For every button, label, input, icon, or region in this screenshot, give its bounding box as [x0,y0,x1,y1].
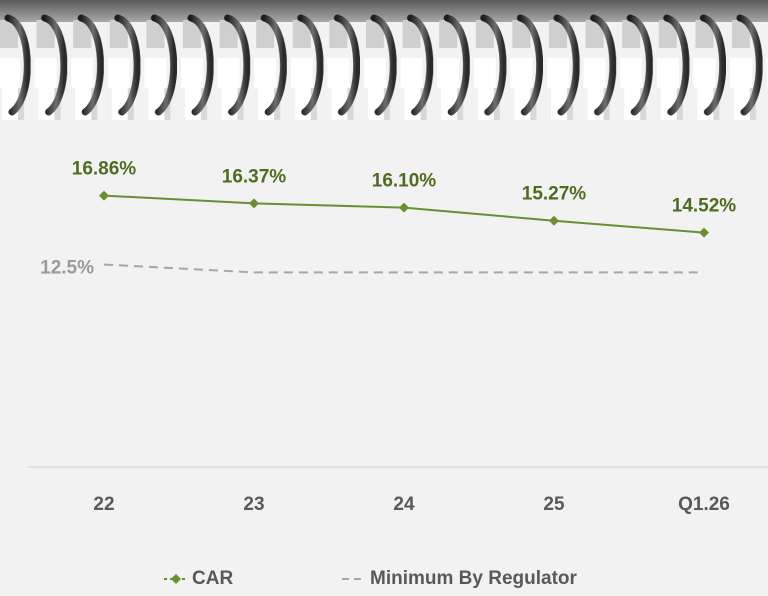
data-point [549,215,559,226]
data-label: 16.10% [372,171,437,192]
x-tick-label: 24 [393,494,415,515]
data-point [249,198,259,209]
legend-marker [171,574,181,584]
data-label: 16.86% [72,159,137,180]
data-label: 14.52% [672,196,737,217]
x-tick-label: 23 [243,494,264,515]
data-label: 12.5% [40,258,94,279]
legend-label: CAR [192,568,233,589]
series-line [103,194,705,234]
x-tick-label: 22 [93,494,114,515]
data-label: 16.37% [222,166,287,187]
x-tick-label: Q1.26 [678,494,730,515]
x-tick-label: 25 [543,494,565,515]
data-point [399,202,409,213]
spiral-binding [0,0,768,122]
data-label: 15.27% [522,184,587,205]
data-point [99,190,109,201]
data-point [699,227,709,238]
legend-label: Minimum By Regulator [370,568,578,589]
series-line [103,263,704,274]
